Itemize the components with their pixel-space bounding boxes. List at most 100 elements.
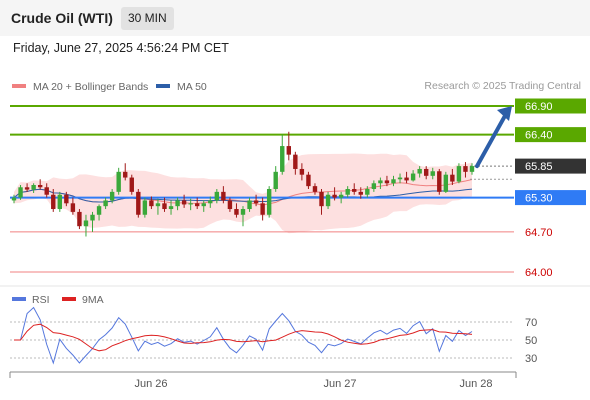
candle-body [319,191,324,207]
candle-body [18,187,23,198]
level-box-65.85 [515,158,586,174]
candle-body [155,203,161,207]
osc-legend-label-1: 9MA [82,294,104,306]
candle-body [123,171,128,178]
candle-body [129,177,134,192]
candle-body [168,206,174,210]
osc-tick-30: 30 [525,353,537,365]
candle-body [116,171,121,192]
candle-body [345,189,350,195]
candle-body [358,191,363,195]
rsi-line [14,306,473,365]
candle-body [332,194,337,198]
candle-body [175,200,180,207]
timeframe-badge[interactable]: 30 MIN [121,7,174,30]
candle-body [109,191,115,201]
candle-body [221,191,226,201]
candle-body [352,189,357,192]
candle-body [253,200,259,204]
x-tick-1: Jun 27 [323,378,356,390]
candle-body [299,168,305,175]
candle-body [410,173,416,181]
candle-body [437,171,442,192]
candle-body [306,174,311,187]
legend-label-1: MA 50 [177,81,207,93]
candle-body [103,200,108,207]
legend-swatch-0 [12,84,26,88]
legend-swatch-1 [156,84,170,88]
candle-body [280,146,285,172]
candle-body [391,179,396,184]
candle-body [260,203,265,215]
level-label-64.00: 64.00 [525,267,553,279]
x-tick-2: Jun 28 [459,378,492,390]
timestamp: Friday, June 27, 2025 4:56:24 PM CET [13,41,229,55]
candle-body [430,171,435,176]
candle-body [64,194,69,204]
candle-body [149,200,154,207]
osc-legend-swatch-0 [12,297,26,301]
candle-body [450,174,455,182]
candle-body [57,194,62,210]
candle-body [456,166,462,182]
candle-body [365,189,370,195]
level-label-65.30: 65.30 [525,193,553,205]
level-label-66.40: 66.40 [525,130,553,142]
candle-body [90,214,95,221]
candle-body [371,183,377,189]
candle-body [397,177,403,180]
candle-body [51,194,56,210]
level-label-66.90: 66.90 [525,101,553,113]
candle-body [11,197,17,201]
level-box-66.90 [515,98,586,114]
header-bar: Crude Oil (WTI) 30 MIN [0,0,590,36]
candle-body [273,171,278,189]
candle-body [24,187,30,190]
candle-body [325,194,331,207]
level-label-64.70: 64.70 [525,227,553,239]
candle-body [201,203,206,207]
candle-body [266,189,272,215]
ma50-line [13,188,473,203]
candle-body [83,220,89,227]
osc-tick-50: 50 [525,335,537,347]
level-box-66.40 [515,127,586,143]
candle-body [240,209,246,215]
bollinger-band [14,153,472,234]
candle-body [378,180,383,184]
level-box-65.30 [515,190,586,206]
candle-body [44,187,49,195]
candle-body [227,200,233,210]
candle-body [77,211,82,227]
candle-body [338,194,344,198]
candle-body [181,200,187,205]
osc-legend-label-0: RSI [32,294,50,306]
x-tick-0: Jun 26 [134,378,167,390]
candle-body [188,203,193,205]
legend-label-0: MA 20 + Bollinger Bands [33,81,148,93]
candle-body [142,200,148,215]
candle-body [384,180,390,184]
osc-tick-70: 70 [525,317,537,329]
candle-body [247,200,252,210]
candle-body [234,209,239,215]
osc-legend-swatch-1 [62,297,76,301]
forecast-arrow-shaft [475,112,508,169]
candle-body [208,200,213,204]
candle-body [136,191,141,215]
candle-body [417,168,422,174]
candle-body [424,168,429,176]
candle-body [312,186,318,192]
candle-body [70,203,76,212]
candle-body [214,191,220,201]
candle-body [96,206,102,215]
candle-body [293,154,298,169]
level-label-65.85: 65.85 [525,161,553,173]
rsi-ma-line [14,323,473,352]
instrument-title: Crude Oil (WTI) [11,10,113,26]
candle-body [443,174,449,192]
candle-body [286,146,291,155]
candle-body [37,184,43,188]
candle-body [404,177,409,181]
